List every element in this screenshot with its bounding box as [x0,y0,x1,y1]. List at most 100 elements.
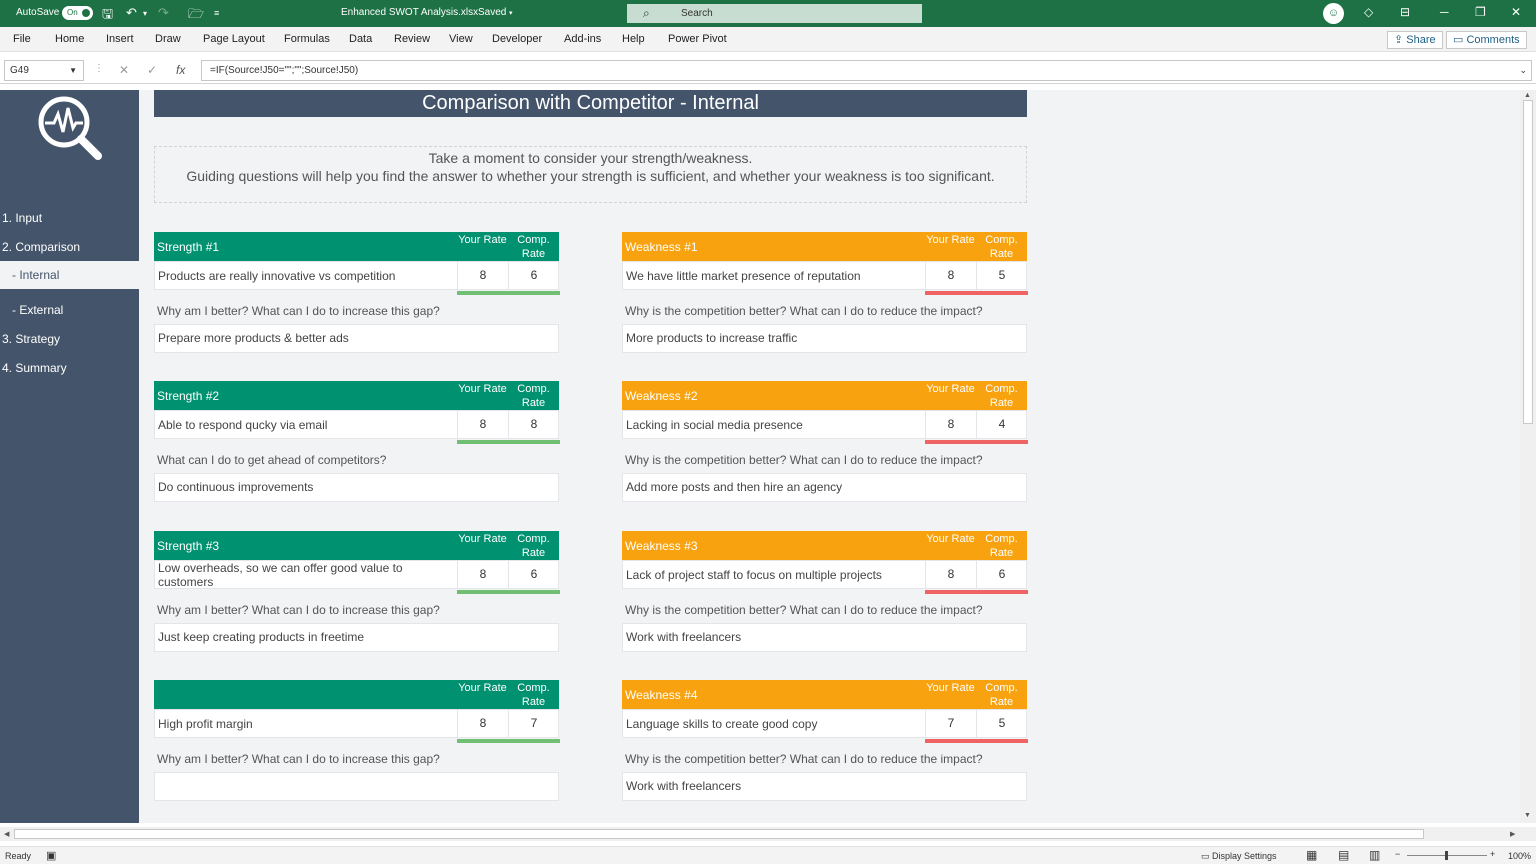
comp-rate-value[interactable]: 5 [976,710,1027,737]
comp-rate-value[interactable]: 5 [976,262,1027,289]
insert-function-icon[interactable]: fx [176,63,186,77]
weakness-row[interactable]: Lacking in social media presence 8 4 [622,410,1027,439]
strength-row[interactable]: Products are really innovative vs compet… [154,261,559,290]
tab-help[interactable]: Help [622,33,645,45]
sidebar-item-strategy[interactable]: 3. Strategy [2,332,61,346]
search-box[interactable]: ⌕ Search [627,4,922,23]
comp-rate-value[interactable]: 8 [508,411,559,438]
strength-row[interactable]: Able to respond qucky via email 8 8 [154,410,559,439]
normal-view-icon[interactable]: ▦ [1306,848,1318,862]
ribbon-display-icon[interactable]: ⊟ [1400,5,1411,19]
strength-row[interactable]: Low overheads, so we can offer good valu… [154,560,559,589]
sidebar-item-comparison[interactable]: 2. Comparison [2,240,81,254]
your-rate-value[interactable]: 8 [457,710,508,737]
customize-toolbar-icon[interactable]: ≡ [214,8,220,18]
page-break-view-icon[interactable]: ▥ [1369,848,1381,862]
strength-text[interactable]: High profit margin [158,716,253,731]
weakness-row[interactable]: We have little market presence of reputa… [622,261,1027,290]
weakness-row[interactable]: Language skills to create good copy 7 5 [622,709,1027,738]
autosave-toggle[interactable]: On [62,6,93,20]
your-rate-value[interactable]: 8 [457,262,508,289]
undo-icon[interactable]: ↶ [126,5,137,20]
minimize-icon[interactable]: ─ [1440,5,1449,19]
tab-insert[interactable]: Insert [106,33,134,45]
weakness-text[interactable]: Language skills to create good copy [626,716,818,731]
enter-icon[interactable]: ✓ [147,63,158,77]
scroll-right-icon[interactable]: ▶ [1510,831,1516,838]
save-state-chevron-icon[interactable]: ▾ [509,10,513,17]
page-layout-view-icon[interactable]: ▤ [1338,848,1350,862]
tab-developer[interactable]: Developer [492,33,543,45]
weakness-text[interactable]: Lacking in social media presence [626,417,803,432]
strength-text[interactable]: Products are really innovative vs compet… [158,268,396,283]
your-rate-value[interactable]: 8 [925,262,976,289]
comp-rate-value[interactable]: 7 [508,710,559,737]
comp-rate-value[interactable]: 6 [508,561,559,588]
account-avatar[interactable]: ☺ [1323,3,1344,24]
vertical-scroll-thumb[interactable] [1523,100,1533,424]
your-rate-value[interactable]: 8 [457,411,508,438]
comp-rate-value[interactable]: 4 [976,411,1027,438]
sidebar-item-input[interactable]: 1. Input [2,211,43,225]
share-button[interactable]: ⇪ Share [1387,31,1443,49]
tab-data[interactable]: Data [349,33,373,45]
display-settings-button[interactable]: ▭ Display Settings [1201,851,1277,862]
weakness-text[interactable]: We have little market presence of reputa… [626,268,861,283]
sidebar-item-summary[interactable]: 4. Summary [2,361,67,375]
weakness-answer[interactable]: More products to increase traffic [622,324,1027,353]
your-rate-value[interactable]: 7 [925,710,976,737]
cancel-icon[interactable]: ✕ [119,63,130,77]
scroll-left-icon[interactable]: ◀ [4,831,10,838]
comp-rate-value[interactable]: 6 [976,561,1027,588]
sidebar-item-external[interactable]: - External [12,303,64,317]
strength-text[interactable]: Able to respond qucky via email [158,417,328,432]
comp-rate-value[interactable]: 6 [508,262,559,289]
name-box-dropdown-icon[interactable]: ▼ [69,66,77,75]
your-rate-value[interactable]: 8 [925,561,976,588]
macro-record-icon[interactable]: ▣ [46,850,57,862]
scroll-up-icon[interactable]: ▲ [1524,92,1531,99]
horizontal-scrollbar[interactable]: ◀ ▶ [0,827,1536,841]
strength-text[interactable]: Low overheads, so we can offer good valu… [158,560,403,589]
zoom-slider-handle[interactable] [1445,851,1448,860]
tab-draw[interactable]: Draw [155,33,181,45]
tab-home[interactable]: Home [55,33,85,45]
comments-button[interactable]: ▭ Comments [1446,31,1527,49]
tab-review[interactable]: Review [394,33,431,45]
your-rate-value[interactable]: 8 [457,561,508,588]
name-box[interactable]: G49 ▼ [4,60,84,81]
tab-add-ins[interactable]: Add-ins [564,33,602,45]
weakness-answer[interactable]: Work with freelancers [622,623,1027,652]
horizontal-scroll-thumb[interactable] [14,829,1424,839]
zoom-level[interactable]: 100% [1508,851,1532,861]
tab-file[interactable]: File [13,33,31,45]
save-icon[interactable]: 🖫 [102,6,114,21]
close-icon[interactable]: ✕ [1511,5,1522,19]
formula-input[interactable]: =IF(Source!J50="";"";Source!J50) ⌄ [201,60,1532,81]
zoom-in-icon[interactable]: + [1490,849,1496,859]
worksheet[interactable]: 1. Input 2. Comparison - Internal - Exte… [0,90,1520,823]
expand-formula-icon[interactable]: ⌄ [1519,65,1527,75]
tab-power-pivot[interactable]: Power Pivot [668,33,727,45]
scroll-down-icon[interactable]: ▼ [1524,812,1531,819]
weakness-answer[interactable]: Add more posts and then hire an agency [622,473,1027,502]
diamond-icon[interactable]: ◇ [1364,5,1374,19]
undo-dropdown-icon[interactable]: ▾ [143,9,148,18]
weakness-answer[interactable]: Work with freelancers [622,772,1027,801]
weakness-text[interactable]: Lack of project staff to focus on multip… [626,567,882,582]
strength-answer[interactable]: Just keep creating products in freetime [154,623,559,652]
sidebar-item-internal[interactable]: - Internal [0,261,139,289]
vertical-scrollbar[interactable]: ▲ ▼ [1520,90,1536,823]
restore-icon[interactable]: ❐ [1475,5,1486,19]
strength-row[interactable]: High profit margin 8 7 [154,709,559,738]
tab-view[interactable]: View [449,33,473,45]
strength-answer[interactable] [154,772,559,801]
save-state[interactable]: Saved [478,7,507,18]
strength-answer[interactable]: Do continuous improvements [154,473,559,502]
zoom-out-icon[interactable]: − [1395,849,1401,859]
tab-page-layout[interactable]: Page Layout [203,33,265,45]
strength-answer[interactable]: Prepare more products & better ads [154,324,559,353]
open-folder-icon[interactable]: 🗁 [188,6,205,21]
tab-formulas[interactable]: Formulas [284,33,330,45]
your-rate-value[interactable]: 8 [925,411,976,438]
